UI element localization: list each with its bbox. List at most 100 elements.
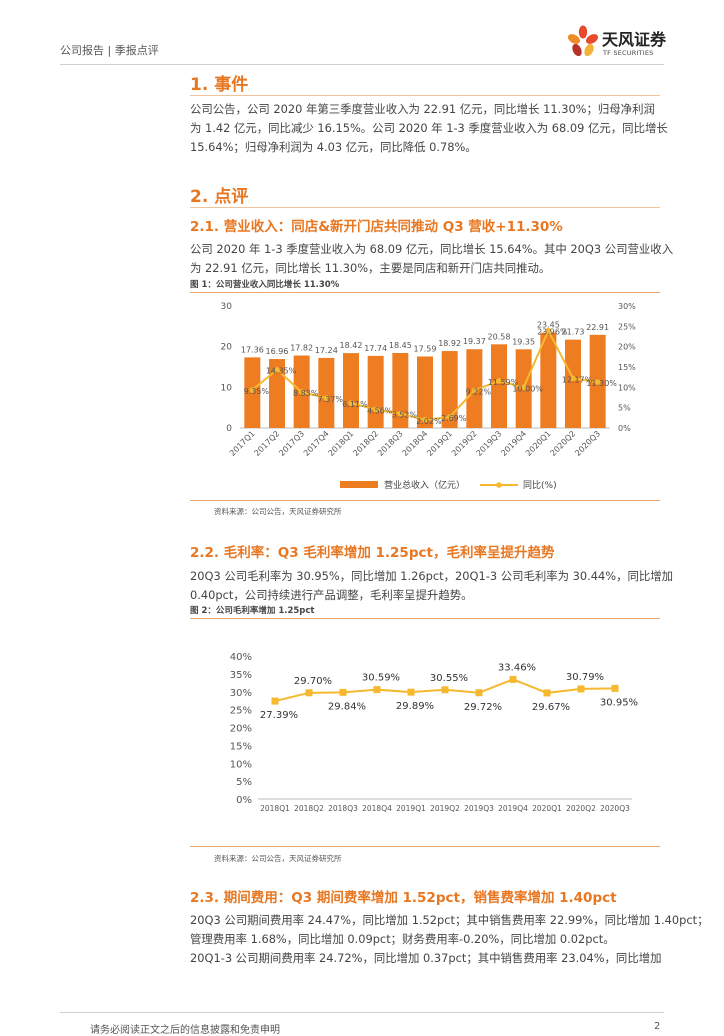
gross-margin-point (373, 686, 381, 694)
y-right-tick-label: 20% (618, 343, 636, 352)
x-tick-label: 2017Q2 (253, 429, 282, 458)
yoy-data-label: 14.35% (266, 367, 297, 376)
yoy-point (446, 414, 453, 420)
x-tick-label: 2019Q3 (464, 804, 494, 813)
y-tick-label: 40% (230, 652, 252, 663)
figure-2-caption: 图 2：公司毛利率增加 1.25pct (190, 606, 315, 616)
text-line: 20Q1-3 公司期间费用率 24.72%，同比增加 0.37pct；其中销售费… (190, 951, 662, 965)
yoy-point (372, 406, 379, 413)
gross-margin-data-label: 29.67% (532, 702, 570, 713)
bar-data-label: 17.74 (364, 344, 387, 353)
y-left-tick-label: 10 (221, 383, 233, 393)
bar-data-label: 17.36 (241, 345, 264, 354)
gross-margin-data-label: 30.59% (362, 673, 400, 684)
bar-data-label: 22.91 (586, 323, 609, 332)
y-tick-label: 25% (230, 706, 252, 717)
revenue-bar (540, 332, 557, 428)
flower-logo-icon (567, 25, 599, 57)
yoy-point (545, 327, 552, 334)
x-tick-label: 2018Q3 (376, 429, 405, 458)
section-2-1-title: 2.1. 营业收入：同店&新开门店共同推动 Q3 营收+11.30% (190, 219, 563, 235)
x-tick-label: 2020Q1 (532, 804, 562, 813)
figure-1-caption: 图 1：公司营业收入同比增长 11.30% (190, 280, 340, 290)
yoy-line (251, 368, 327, 400)
y-left-tick-label: 0 (226, 424, 232, 434)
section-1-title: 1. 事件 (190, 75, 249, 95)
yoy-data-label: 4.56% (367, 406, 393, 415)
x-tick-label: 2019Q2 (430, 804, 460, 813)
y-tick-label: 30% (230, 688, 252, 699)
text-line: 公司公告，公司 2020 年第三季度营业收入为 22.91 亿元，同比增长 11… (190, 102, 655, 116)
revenue-bar (269, 359, 285, 428)
figure-1-source: 资料来源：公司公告，天风证券研究所 (214, 507, 342, 516)
x-tick-label: 2019Q2 (450, 429, 479, 458)
x-tick-label: 2019Q3 (475, 429, 504, 458)
gross-margin-data-label: 29.84% (328, 701, 366, 712)
bar-data-label: 16.96 (266, 347, 289, 356)
gross-margin-data-label: 30.55% (430, 673, 468, 684)
revenue-bar (367, 355, 384, 428)
yoy-data-label: 10.00% (512, 384, 543, 393)
y-tick-label: 10% (230, 759, 252, 770)
yoy-point (496, 378, 502, 384)
y-left-tick-label: 30 (221, 302, 233, 312)
y-right-tick-label: 30% (618, 302, 636, 311)
section-2-underline (190, 207, 660, 208)
yoy-point (323, 395, 330, 401)
gross-margin-point (577, 685, 585, 693)
text-line: 20Q3 公司期间费用率 24.47%，同比增加 1.52pct；其中销售费用率… (190, 913, 709, 927)
figure-2-top-rule (190, 618, 660, 619)
y-right-tick-label: 15% (618, 363, 636, 372)
bar-data-label: 17.59 (414, 344, 437, 353)
revenue-bar (417, 356, 433, 428)
yoy-data-label: 9.22% (466, 388, 492, 397)
bar-data-label: 17.24 (315, 346, 338, 355)
yoy-data-label: 23.96% (537, 328, 568, 337)
y-right-tick-label: 0% (618, 424, 631, 433)
gross-margin-data-label: 29.70% (294, 676, 332, 687)
text-line: 为 1.42 亿元，同比减少 16.15%。公司 2020 年 1-3 季度营业… (190, 121, 668, 135)
text-line: 公司 2020 年 1-3 季度营业收入为 68.09 亿元，同比增长 15.6… (190, 242, 674, 256)
x-tick-label: 2020Q3 (600, 804, 630, 813)
y-tick-label: 35% (230, 670, 252, 681)
x-tick-label: 2017Q1 (228, 429, 257, 458)
section-1-underline (190, 95, 660, 96)
footer-disclaimer: 请务必阅读正文之后的信息披露和免责申明 (90, 1025, 280, 1036)
gross-margin-data-label: 27.39% (260, 710, 298, 721)
yoy-data-label: 9.35% (244, 387, 270, 396)
section-2-1-paragraph: 公司 2020 年 1-3 季度营业收入为 68.09 亿元，同比增长 15.6… (190, 240, 674, 278)
y-right-tick-label: 5% (618, 404, 631, 413)
bar-data-label: 18.45 (389, 341, 412, 350)
yoy-data-label: 2.69% (441, 414, 467, 423)
yoy-point (348, 400, 354, 406)
bar-data-label: 21.73 (562, 328, 585, 337)
yoy-point (397, 410, 404, 417)
gross-margin-data-label: 33.46% (498, 662, 536, 673)
legend-label-yoy: 同比(%) (523, 479, 557, 491)
yoy-data-label: 11.59% (488, 378, 519, 387)
gross-margin-point (271, 697, 279, 705)
x-tick-label: 2018Q3 (328, 804, 358, 813)
revenue-bar (565, 339, 581, 428)
gross-margin-data-label: 30.79% (566, 672, 604, 683)
section-1-paragraph: 公司公告，公司 2020 年第三季度营业收入为 22.91 亿元，同比增长 11… (190, 100, 668, 157)
text-line: 20Q3 公司毛利率为 30.95%，同比增加 1.26pct，20Q1-3 公… (190, 569, 674, 583)
text-line: 管理费用率 1.68%，同比增加 0.09pct；财务费用率-0.20%，同比增… (190, 932, 615, 946)
x-tick-label: 2018Q2 (351, 429, 380, 458)
text-line: 15.64%；归母净利润为 4.03 亿元，同比降低 0.78%。 (190, 140, 477, 154)
yoy-point (471, 387, 478, 394)
gross-margin-point (339, 688, 347, 696)
legend-swatch-revenue (340, 481, 378, 488)
bar-data-label: 20.58 (488, 332, 511, 341)
company-logo: 天风证券 TF SECURITIES (566, 24, 666, 64)
yoy-point (594, 379, 601, 385)
x-tick-label: 2020Q1 (524, 429, 553, 458)
y-tick-label: 0% (236, 795, 252, 806)
y-tick-label: 15% (230, 741, 252, 752)
figure-1-top-rule (190, 292, 660, 293)
yoy-data-label: 2.02% (416, 417, 442, 426)
figure-2-source: 资料来源：公司公告，天风证券研究所 (214, 854, 342, 863)
yoy-point (249, 387, 256, 393)
text-line: 0.40pct，公司持续进行产品调整，毛利率呈提升趋势。 (190, 588, 473, 602)
section-2-2-title: 2.2. 毛利率：Q3 毛利率增加 1.25pct，毛利率呈提升趋势 (190, 545, 555, 561)
